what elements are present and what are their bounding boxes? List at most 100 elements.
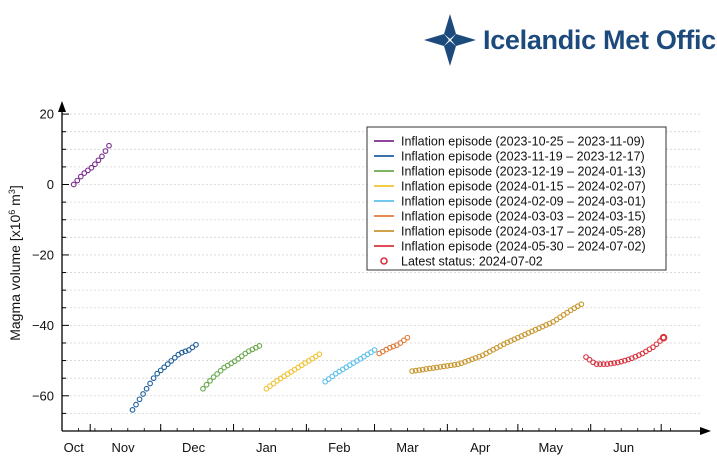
data-point (256, 343, 263, 349)
data-point (92, 161, 98, 168)
series-8 (583, 334, 667, 367)
data-point (238, 353, 245, 360)
data-point (168, 358, 175, 364)
legend-item: Inflation episode (2023-10-25 – 2023-11-… (374, 134, 645, 148)
y-tick-label: 20 (40, 107, 54, 122)
data-point (325, 376, 332, 382)
latest-status-point (659, 333, 668, 342)
x-tick-label: Jan (256, 440, 277, 455)
data-point (102, 148, 109, 154)
x-tick-label: Nov (112, 440, 136, 455)
legend-item: Inflation episode (2024-02-09 – 2024-03-… (374, 194, 646, 208)
legend-label: Inflation episode (2024-03-17 – 2024-05-… (401, 224, 646, 238)
data-point (586, 356, 593, 363)
series (70, 142, 668, 413)
data-point (77, 173, 84, 180)
x-tick-label: Mar (396, 440, 419, 455)
data-point (214, 371, 220, 377)
data-point (143, 385, 150, 392)
legend-label: Inflation episode (2023-11-19 – 2023-12-… (401, 149, 645, 163)
data-point (423, 366, 430, 372)
series-5 (322, 347, 378, 385)
x-tick-label: Oct (64, 440, 85, 455)
data-point (426, 365, 433, 372)
data-point (235, 355, 242, 362)
legend-label: Inflation episode (2024-01-15 – 2024-02-… (401, 179, 646, 193)
data-point (106, 142, 112, 149)
data-point (84, 167, 91, 174)
data-point (263, 385, 270, 392)
data-point (161, 364, 168, 371)
data-point (409, 368, 415, 374)
data-point (322, 378, 329, 385)
series-7 (409, 301, 585, 374)
data-point (99, 153, 105, 160)
y-tick-label: −60 (32, 388, 54, 403)
data-point (178, 349, 185, 356)
data-point (267, 383, 273, 389)
data-point (129, 407, 136, 413)
data-point (430, 365, 437, 371)
data-point (469, 356, 475, 363)
series-6 (376, 334, 411, 357)
data-point (157, 367, 164, 374)
legend-label: Inflation episode (2024-05-30 – 2024-07-… (401, 239, 646, 253)
x-tick-label: Apr (470, 440, 491, 455)
data-point (597, 361, 603, 367)
x-tick-label: Feb (328, 440, 350, 455)
legend-item: Inflation episode (2023-11-19 – 2023-12-… (374, 149, 645, 163)
data-point (316, 351, 323, 358)
data-point (270, 380, 277, 387)
brand-logo: Icelandic Met Office (424, 14, 717, 66)
legend-label: Inflation episode (2024-02-09 – 2024-03-… (401, 194, 646, 208)
data-point (217, 367, 224, 374)
data-point (210, 374, 217, 380)
y-tick-label: 0 (47, 177, 54, 192)
data-point (186, 347, 192, 353)
data-point (386, 344, 393, 351)
y-tick-label: −20 (32, 247, 54, 262)
data-point (150, 375, 157, 382)
data-point (200, 385, 206, 392)
series-2 (129, 341, 199, 413)
data-point (74, 177, 81, 184)
legend-item: Inflation episode (2024-01-15 – 2024-02-… (374, 179, 646, 193)
data-point (207, 377, 213, 384)
data-point (604, 361, 611, 367)
data-point (578, 301, 585, 308)
y-ticks: 20 0 −20 −40 −60 (32, 107, 69, 414)
legend-item-latest: Latest status: 2024-07-02 (380, 254, 543, 268)
data-point (600, 361, 607, 367)
data-point (140, 391, 146, 397)
data-point (462, 359, 468, 365)
y-axis (58, 101, 66, 431)
data-point (433, 364, 440, 371)
data-point (189, 344, 196, 351)
x-tick-label: Dec (182, 440, 206, 455)
data-point (448, 362, 454, 369)
data-point (416, 367, 423, 373)
data-point (182, 348, 189, 355)
data-point (88, 164, 95, 171)
data-point (611, 360, 618, 366)
data-point (476, 353, 482, 360)
x-ticks: Oct Nov Dec Jan Feb Mar Apr May Jun (61, 424, 672, 455)
data-point (329, 373, 336, 380)
legend-label: Latest status: 2024-07-02 (401, 254, 543, 268)
data-point (621, 357, 628, 364)
legend-label: Inflation episode (2023-12-19 – 2024-01-… (401, 164, 646, 178)
data-point (412, 367, 419, 374)
data-point (444, 363, 451, 369)
legend-item: Inflation episode (2024-05-30 – 2024-07-… (374, 239, 646, 253)
data-point (164, 361, 171, 367)
data-point (440, 363, 447, 370)
data-point (625, 356, 632, 363)
data-point (136, 396, 143, 403)
data-point (419, 366, 426, 373)
data-point (653, 341, 660, 348)
x-axis (62, 427, 711, 435)
data-point (401, 337, 407, 344)
data-point (614, 359, 621, 366)
data-point (203, 381, 210, 388)
